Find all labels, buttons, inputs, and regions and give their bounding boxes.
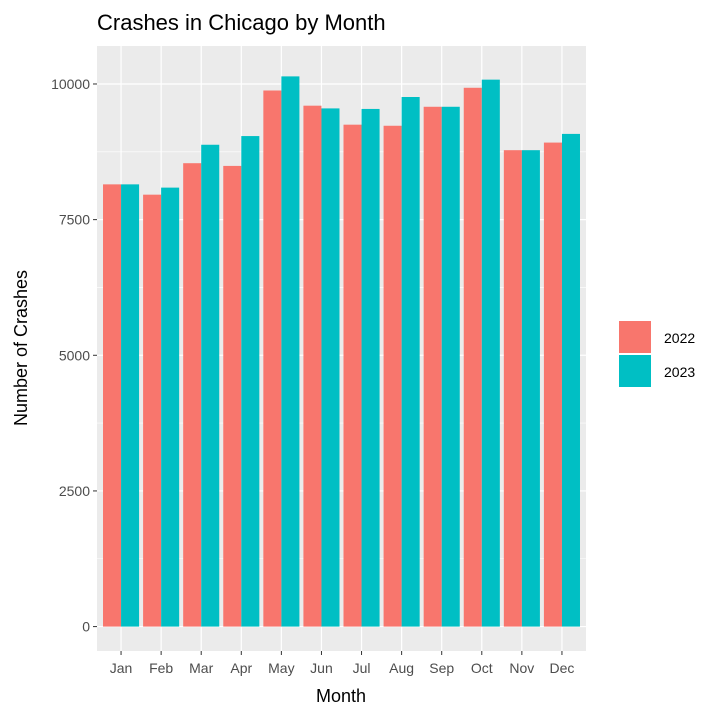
y-axis: 0 2500 5000 7500 10000 <box>51 76 97 635</box>
bar-2022-Apr <box>223 165 242 627</box>
bar-2023-Oct <box>481 79 500 627</box>
bar-2022-Jan <box>103 184 122 627</box>
bar-2022-Sep <box>423 106 442 627</box>
bars <box>103 76 580 627</box>
y-tick-label: 2500 <box>59 483 90 499</box>
x-tick-label: Jul <box>353 660 371 676</box>
bar-2023-Aug <box>401 97 420 627</box>
bar-2022-Aug <box>383 125 402 627</box>
bar-2023-Dec <box>561 133 580 627</box>
y-tick-label: 7500 <box>59 212 90 228</box>
bar-2023-Sep <box>441 106 460 627</box>
y-tick-label: 5000 <box>59 347 90 363</box>
legend: 2022 2023 <box>619 321 695 387</box>
x-axis-title: Month <box>316 686 366 706</box>
y-tick-label: 10000 <box>51 76 90 92</box>
bar-2022-Mar <box>183 163 202 627</box>
bar-2023-Jan <box>121 184 140 627</box>
legend-label-2022: 2022 <box>664 330 695 346</box>
chart-title: Crashes in Chicago by Month <box>97 10 386 35</box>
bar-2022-Dec <box>543 142 562 627</box>
x-tick-label: Mar <box>189 660 213 676</box>
x-tick-label: Jun <box>310 660 333 676</box>
x-tick-label: May <box>268 660 294 676</box>
bar-2022-Feb <box>143 194 162 627</box>
x-tick-label: Oct <box>471 660 493 676</box>
x-tick-label: Feb <box>149 660 173 676</box>
x-tick-label: Nov <box>509 660 534 676</box>
bar-2022-Jun <box>303 105 322 627</box>
legend-key-2022 <box>619 321 651 353</box>
bar-2023-Jun <box>321 108 340 627</box>
x-tick-label: Sep <box>429 660 454 676</box>
x-tick-label: Aug <box>389 660 414 676</box>
bar-2022-Oct <box>463 87 482 627</box>
legend-label-2023: 2023 <box>664 364 695 380</box>
bar-2023-Jul <box>361 108 380 627</box>
legend-key-2023 <box>619 355 651 387</box>
bar-2022-Nov <box>503 150 522 627</box>
x-tick-label: Jan <box>110 660 133 676</box>
bar-2023-Feb <box>161 187 180 627</box>
bar-2023-Apr <box>241 136 260 627</box>
y-tick-label: 0 <box>82 619 90 635</box>
x-tick-label: Apr <box>230 660 252 676</box>
x-axis: Jan Feb Mar Apr May Jun Jul Aug Sep Oct Nov Dec <box>110 651 574 676</box>
bar-2022-May <box>263 90 282 627</box>
y-axis-title: Number of Crashes <box>11 270 31 426</box>
bar-2023-Nov <box>521 150 540 627</box>
x-tick-label: Dec <box>549 660 574 676</box>
bar-2023-May <box>281 76 300 627</box>
bar-2023-Mar <box>201 144 220 627</box>
bar-2022-Jul <box>343 124 362 627</box>
